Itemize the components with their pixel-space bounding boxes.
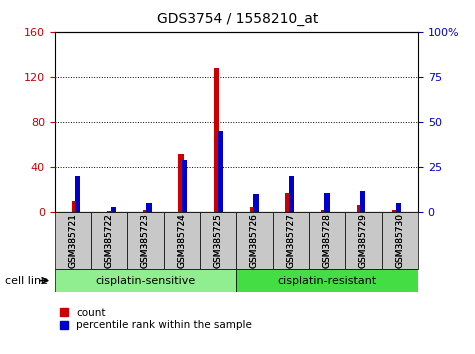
Text: cisplatin-sensitive: cisplatin-sensitive	[95, 275, 196, 286]
Bar	[72, 201, 77, 212]
Bar	[321, 210, 326, 212]
FancyBboxPatch shape	[237, 269, 418, 292]
Text: GSM385729: GSM385729	[359, 213, 368, 268]
Bar	[285, 193, 291, 212]
Text: GSM385727: GSM385727	[286, 213, 295, 268]
FancyBboxPatch shape	[273, 212, 309, 269]
Text: GSM385721: GSM385721	[68, 213, 77, 268]
Text: GSM385730: GSM385730	[395, 213, 404, 268]
Text: GSM385727: GSM385727	[286, 213, 295, 268]
Bar	[182, 160, 187, 212]
Bar	[111, 207, 116, 212]
Bar	[146, 203, 152, 212]
Bar	[143, 210, 148, 212]
Text: GSM385730: GSM385730	[395, 213, 404, 268]
Text: GSM385722: GSM385722	[104, 213, 114, 268]
Bar	[396, 203, 401, 212]
Text: GSM385722: GSM385722	[104, 213, 114, 268]
Bar	[214, 68, 219, 212]
FancyBboxPatch shape	[127, 212, 163, 269]
Bar	[289, 176, 294, 212]
Text: GSM385725: GSM385725	[214, 213, 223, 268]
Text: GSM385724: GSM385724	[177, 213, 186, 268]
Text: GSM385724: GSM385724	[177, 213, 186, 268]
Bar	[75, 176, 80, 212]
FancyBboxPatch shape	[163, 212, 200, 269]
FancyBboxPatch shape	[237, 212, 273, 269]
Bar	[218, 131, 223, 212]
Text: GSM385726: GSM385726	[250, 213, 259, 268]
Text: GSM385725: GSM385725	[214, 213, 223, 268]
Text: GSM385728: GSM385728	[323, 213, 332, 268]
Bar	[250, 207, 255, 212]
FancyBboxPatch shape	[309, 212, 345, 269]
Bar	[392, 210, 398, 212]
Legend: count, percentile rank within the sample: count, percentile rank within the sample	[60, 308, 252, 331]
Text: GSM385728: GSM385728	[323, 213, 332, 268]
Text: GSM385721: GSM385721	[68, 213, 77, 268]
Bar	[179, 154, 184, 212]
FancyBboxPatch shape	[91, 212, 127, 269]
Bar	[357, 205, 362, 212]
Text: GSM385723: GSM385723	[141, 213, 150, 268]
Text: GDS3754 / 1558210_at: GDS3754 / 1558210_at	[157, 12, 318, 27]
Text: GSM385729: GSM385729	[359, 213, 368, 268]
Bar	[253, 194, 258, 212]
Bar	[324, 193, 330, 212]
FancyBboxPatch shape	[345, 212, 382, 269]
Text: GSM385723: GSM385723	[141, 213, 150, 268]
FancyBboxPatch shape	[55, 269, 237, 292]
Text: GSM385726: GSM385726	[250, 213, 259, 268]
FancyBboxPatch shape	[200, 212, 237, 269]
FancyBboxPatch shape	[382, 212, 418, 269]
Text: cisplatin-resistant: cisplatin-resistant	[277, 275, 377, 286]
Bar	[360, 191, 365, 212]
Bar	[107, 211, 113, 212]
FancyBboxPatch shape	[55, 212, 91, 269]
Text: cell line: cell line	[5, 275, 48, 286]
